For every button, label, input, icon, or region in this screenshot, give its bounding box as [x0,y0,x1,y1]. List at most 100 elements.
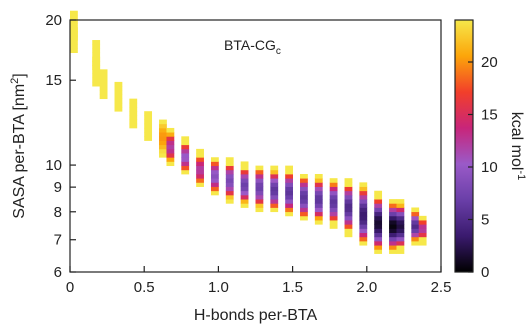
heatmap-cell [240,182,249,187]
heatmap-cell [374,236,383,242]
heatmap-cell [129,111,138,116]
heatmap-cell [300,199,308,204]
colorbar [454,19,474,273]
heatmap-cell [329,224,338,229]
heatmap-cell [344,182,353,187]
heatmap-cell [411,236,420,242]
heatmap-cell [166,148,175,154]
heatmap-cell [129,107,138,112]
heatmap-cell [270,165,279,171]
heatmap-cell [92,56,101,62]
colorbar-label: kcal mol-1 [508,112,527,180]
heatmap-cell [329,207,338,213]
heatmap-cell [225,178,234,183]
heatmap-cell [225,186,234,192]
heatmap-cell [225,157,234,162]
heatmap-cell [92,40,101,45]
heatmap-cell [344,203,353,208]
heatmap-cell [300,182,308,187]
x-tick-label: 1.5 [282,279,303,296]
colorbar-label-sup: -1 [515,170,527,180]
heatmap-cell [210,178,219,183]
heatmap-cell [129,98,138,104]
heatmap-cell [374,211,383,217]
heatmap-cell [418,224,427,229]
heatmap-cell [166,157,175,162]
heatmap-cell [396,249,405,254]
heatmap-cell [166,132,175,137]
x-tick-label: 2.0 [356,279,377,296]
heatmap-cell [329,211,338,217]
heatmap-cell [99,94,108,100]
heatmap-cell [99,86,108,91]
heatmap-cell [285,203,293,208]
heatmap-cell [344,215,353,221]
heatmap-cell [159,140,167,146]
heatmap-cell [344,224,353,229]
heatmap-cell [396,203,405,208]
heatmap-cell [166,161,175,167]
heatmap-cell [210,157,219,162]
heatmap-cell [300,186,308,192]
heatmap-cell [210,190,219,196]
heatmap-cell [99,81,108,87]
heatmap-cell [396,240,405,246]
heatmap-cell [396,224,405,229]
heatmap-cell [389,215,397,221]
heatmap-cell [359,199,368,204]
heatmap-cell [359,207,368,213]
heatmap-cell [300,207,308,213]
heatmap-cell [314,199,323,204]
heatmap-cell [225,182,234,187]
heatmap-cell [344,220,353,225]
x-tick-label: 0.5 [134,279,155,296]
heatmap-cell [344,194,353,200]
heatmap-cell [411,224,420,229]
heatmap-cell [389,220,397,225]
heatmap-cell [285,165,293,171]
heatmap-cell [225,190,234,196]
heatmap-cell [270,178,279,183]
heatmap-cell [255,169,264,175]
heatmap-cell [329,178,338,183]
colorbar-label-main: kcal mol [508,112,525,171]
x-axis: 0 0.5 1.0 1.5 2.0 2.5 [66,266,451,296]
heatmap-cell [181,161,190,167]
heatmap-cell [344,199,353,204]
heatmap-cell [418,240,427,246]
y-axis-label-end: ] [11,73,28,77]
heatmap-cell [240,190,249,196]
y-tick-label: 8 [54,204,62,221]
heatmap-cell [344,232,353,238]
heatmap-cell [270,169,279,175]
heatmap-cell [300,178,308,183]
heatmap-cell [114,107,123,112]
heatmap-cell [344,186,353,192]
heatmap-cell [270,190,279,196]
heatmap-cell [359,186,368,192]
heatmap-cell [374,240,383,246]
heatmap-cell [359,220,368,225]
heatmap-cell [359,203,368,208]
heatmap-cell [329,203,338,208]
heatmap-cell [114,98,123,104]
heatmap-cell [70,23,78,28]
heatmap-cell [181,136,190,141]
heatmap-cell [411,215,420,221]
y-tick-label: 9 [54,179,62,196]
heatmap-cell [70,40,78,45]
heatmap-cell [314,186,323,192]
x-tick-label: 1.0 [208,279,229,296]
heatmap-cell [144,119,153,125]
heatmap-cell [70,48,78,53]
heatmap-cell [314,220,323,225]
heatmap-cell [374,194,383,200]
heatmap-cell [270,199,279,204]
heatmap-cell [240,194,249,200]
heatmap-cell [314,173,323,179]
heatmap-cell [411,240,420,246]
annotation-subscript: c [276,46,281,57]
heatmap-cell [285,194,293,200]
heatmap-cell [411,232,420,238]
heatmap-cell [300,203,308,208]
